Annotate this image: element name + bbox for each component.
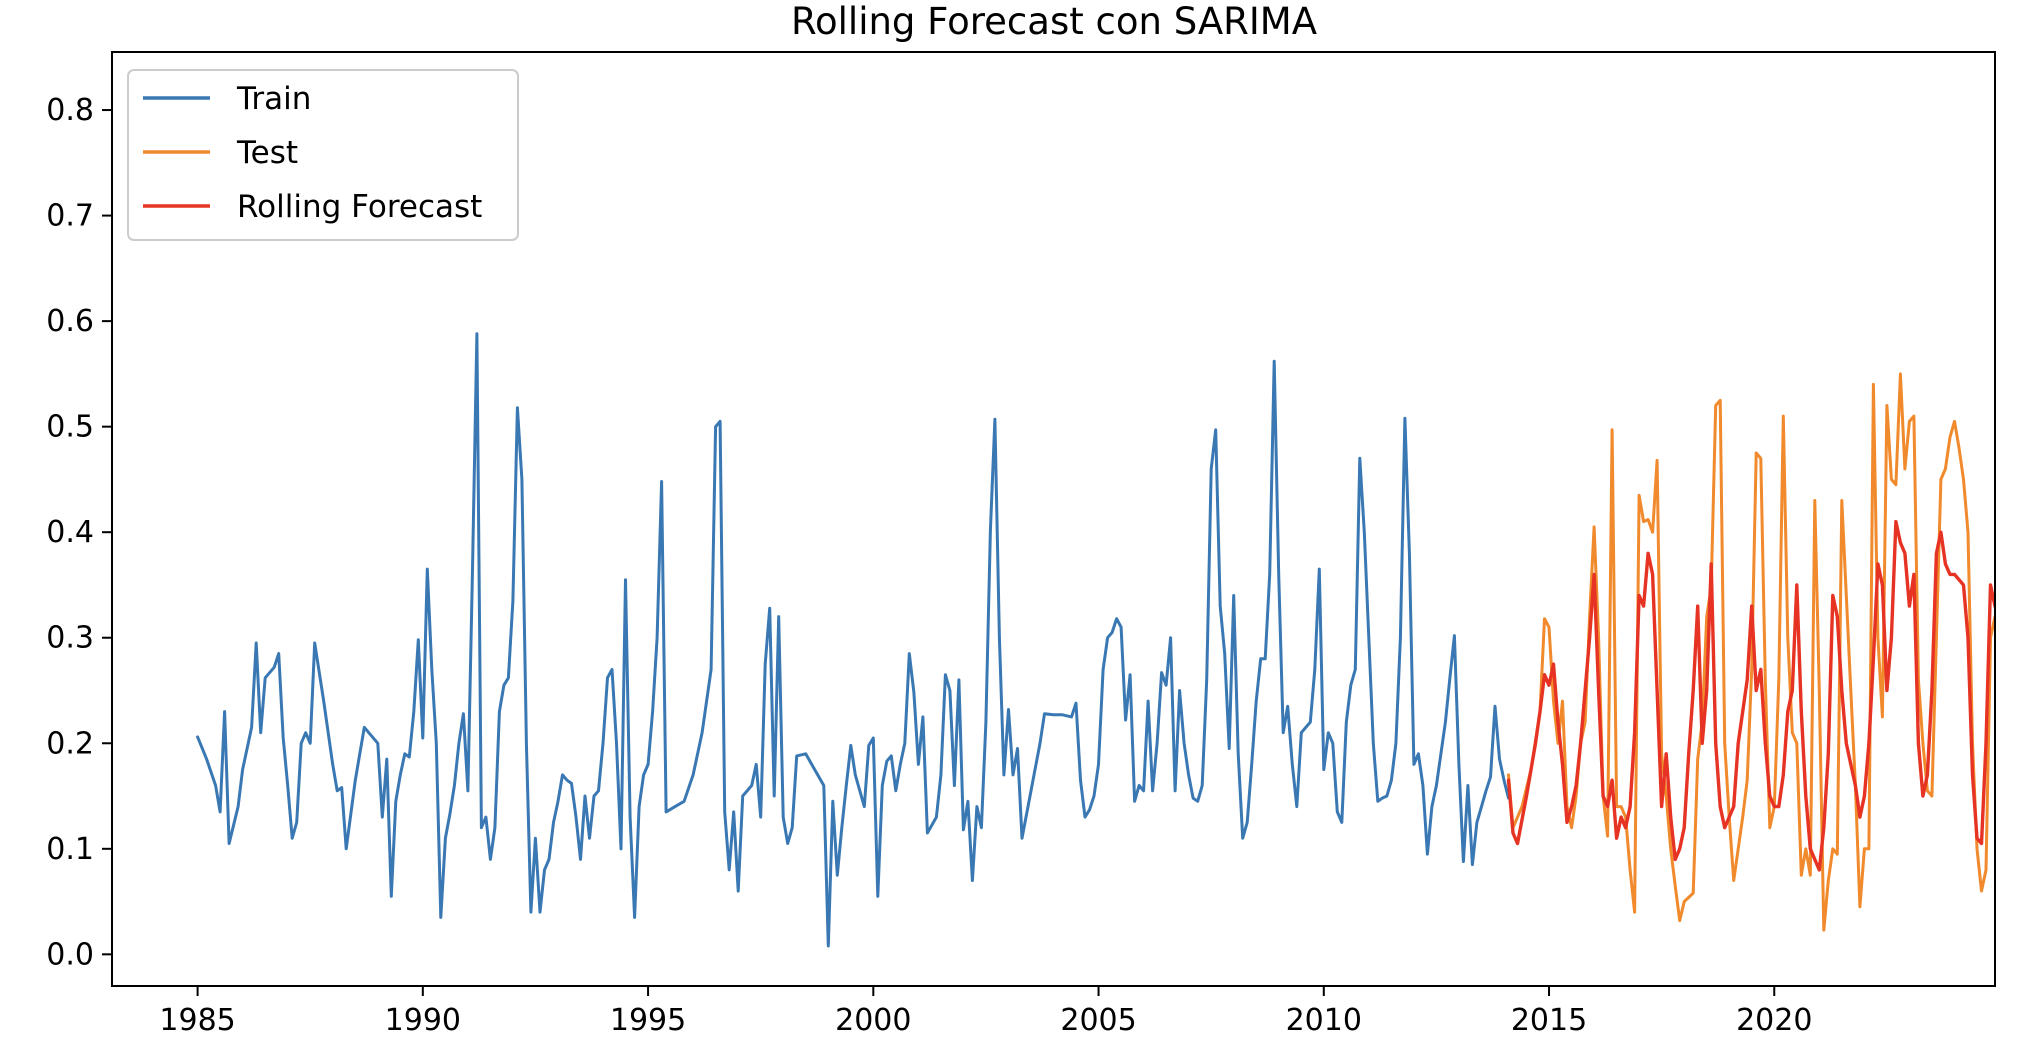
y-tick-label: 0.6: [46, 304, 94, 339]
x-tick-label: 2015: [1511, 1003, 1587, 1038]
x-tick-label: 2010: [1286, 1003, 1362, 1038]
legend-label: Train: [236, 81, 311, 117]
legend-label: Rolling Forecast: [237, 189, 482, 225]
x-tick-label: 2000: [835, 1003, 911, 1038]
y-tick-label: 0.5: [46, 410, 94, 445]
y-tick-label: 0.8: [46, 93, 94, 128]
x-tick-label: 1985: [159, 1003, 235, 1038]
x-tick-label: 2020: [1736, 1003, 1812, 1038]
y-tick-label: 0.1: [46, 832, 94, 867]
x-tick-label: 1995: [610, 1003, 686, 1038]
series-line-rolling-forecast: [1506, 519, 1995, 872]
chart-title: Rolling Forecast con SARIMA: [791, 0, 1317, 43]
y-tick-label: 0.7: [46, 199, 94, 234]
legend-label: Test: [236, 135, 298, 171]
y-tick-label: 0.4: [46, 515, 94, 550]
y-tick-label: 0.2: [46, 726, 94, 761]
x-tick-label: 1990: [385, 1003, 461, 1038]
plot-area-frame: [111, 51, 1996, 987]
x-axis: 1985 1990 1995 2000 2005 2010 2015 2020: [159, 986, 1812, 1038]
x-tick-label: 2005: [1060, 1003, 1136, 1038]
series-line-test: [1507, 372, 1995, 932]
y-axis: 0.0 0.1 0.2 0.3 0.4 0.5 0.6 0.7 0.8: [46, 93, 112, 972]
series-line-train: [196, 332, 1510, 948]
legend: Train Test Rolling Forecast: [127, 69, 519, 241]
legend-box: [127, 69, 519, 241]
y-tick-label: 0.0: [46, 937, 94, 972]
series-layer: [196, 332, 1995, 948]
y-tick-label: 0.3: [46, 621, 94, 656]
